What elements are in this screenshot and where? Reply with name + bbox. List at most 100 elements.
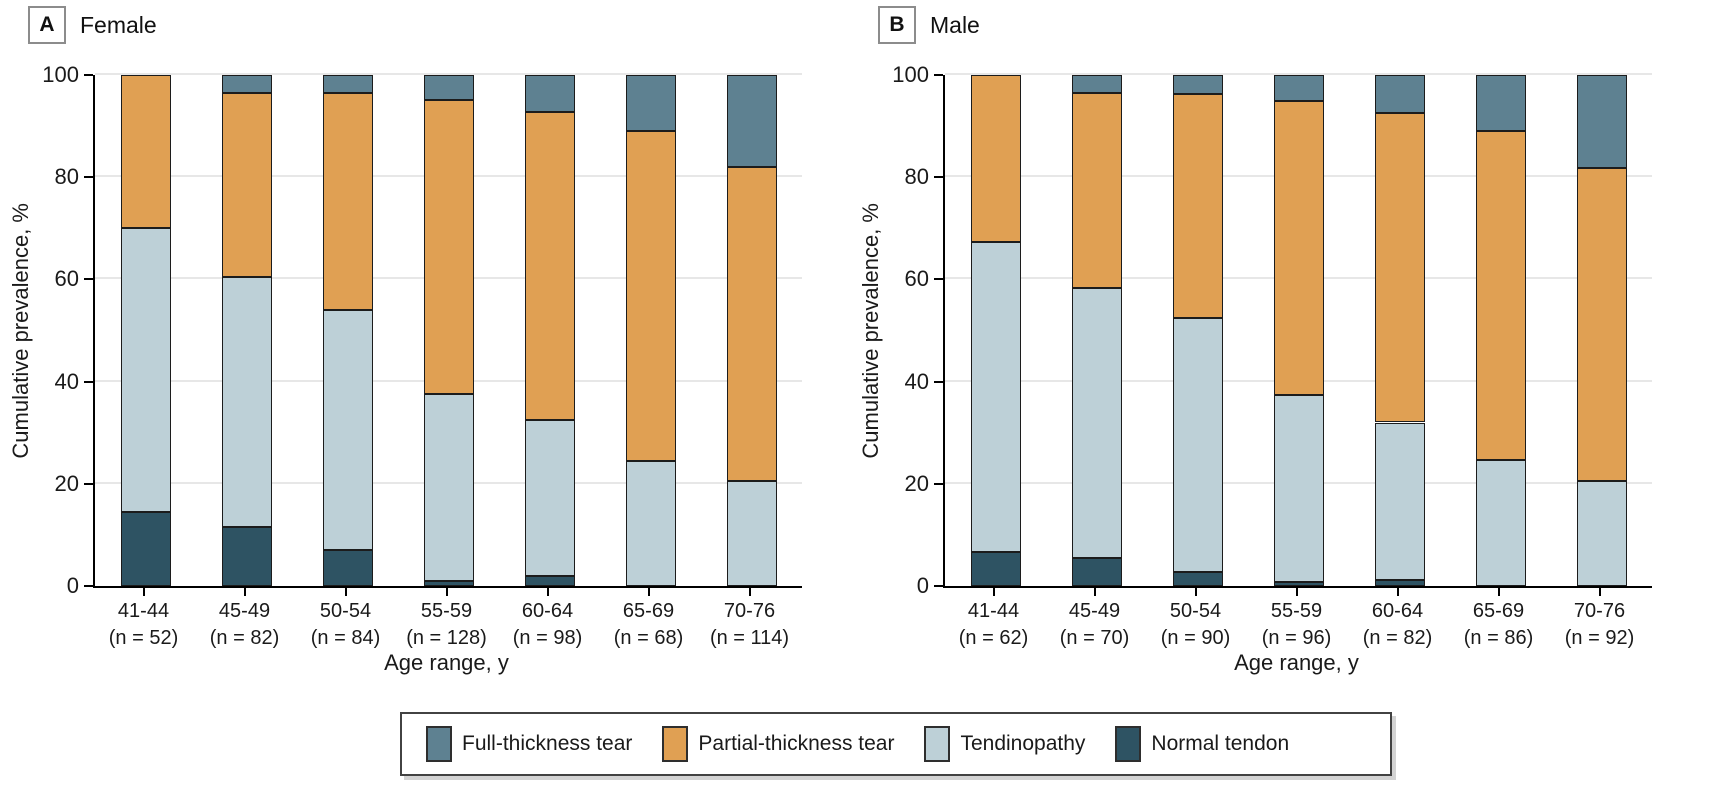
segment-normal-tendon — [1071, 557, 1122, 586]
legend-swatch — [1115, 726, 1142, 762]
stacked-bar-45-49 — [221, 75, 272, 586]
stacked-bar-50-54 — [1172, 75, 1223, 586]
age-range-label: 60-64 — [1371, 600, 1424, 622]
segment-full-thickness-tear — [1071, 75, 1122, 94]
sample-size-label: (n = 82) — [1362, 627, 1433, 649]
age-range-label: 55-59 — [420, 600, 473, 622]
panel-letter: B — [889, 13, 905, 36]
age-range-label: 41-44 — [117, 600, 170, 622]
segment-normal-tendon — [1374, 580, 1425, 586]
age-range-label: 55-59 — [1270, 600, 1323, 622]
x-tick-mark — [1396, 588, 1399, 596]
legend-label: Full-thickness tear — [462, 732, 633, 755]
x-tick-mark — [992, 588, 995, 596]
y-tick-mark — [84, 585, 93, 587]
y-axis-label: Cumulative prevalence, % — [8, 202, 33, 459]
segment-partial-thickness-tear — [322, 92, 373, 311]
sample-size-label: (n = 90) — [1160, 627, 1231, 649]
y-tick-label: 20 — [54, 470, 79, 496]
segment-full-thickness-tear — [726, 75, 777, 167]
stacked-bar-65-69 — [1475, 75, 1526, 586]
segment-normal-tendon — [221, 527, 272, 586]
x-category-label: 65-69 (n = 86) — [1448, 598, 1549, 652]
legend-swatch — [924, 726, 951, 762]
y-tick-mark — [84, 482, 93, 485]
sample-size-label: (n = 96) — [1261, 627, 1332, 649]
y-tick-label: 0 — [66, 573, 79, 598]
y-axis-label: Cumulative prevalence, % — [858, 202, 883, 459]
plot-area-female — [93, 73, 802, 588]
x-tick-mark — [344, 588, 347, 596]
gridline-100 — [945, 73, 1652, 75]
segment-normal-tendon — [322, 550, 373, 586]
panel-male-header: B Male — [878, 6, 980, 44]
age-range-label: 60-64 — [521, 600, 574, 622]
legend-item-partial-thickness-tear: Partial-thickness tear — [662, 726, 894, 762]
sample-size-label: (n = 86) — [1463, 627, 1534, 649]
segment-tendinopathy — [221, 276, 272, 528]
y-axis-label-wrap: Cumulative prevalence, % — [6, 75, 36, 586]
segment-full-thickness-tear — [322, 75, 373, 93]
segment-partial-thickness-tear — [1475, 131, 1526, 460]
segment-full-thickness-tear — [1475, 75, 1526, 132]
age-range-label: 45-49 — [218, 600, 271, 622]
x-tick-mark — [1093, 588, 1096, 596]
y-tick-label: 40 — [54, 368, 79, 394]
y-tick-mark — [934, 278, 943, 281]
segment-tendinopathy — [524, 419, 575, 576]
segment-full-thickness-tear — [1374, 75, 1425, 114]
panel-female: A Female Cumulative prevalence, % Age ra… — [0, 0, 864, 700]
x-tick-mark — [1194, 588, 1197, 596]
x-axis-label: Age range, y — [384, 650, 509, 675]
stacked-bar-55-59 — [1273, 75, 1324, 586]
y-tick-mark — [934, 176, 943, 179]
panel-letter-box: B — [878, 6, 916, 44]
segment-full-thickness-tear — [1172, 75, 1223, 95]
segment-normal-tendon — [1172, 571, 1223, 586]
x-category-label: 55-59 (n = 128) — [396, 598, 497, 652]
y-tick-mark — [84, 74, 93, 76]
segment-partial-thickness-tear — [1273, 100, 1324, 396]
segment-tendinopathy — [970, 242, 1021, 552]
y-tick-label: 80 — [904, 164, 929, 190]
stacked-bar-70-76 — [1576, 75, 1627, 586]
sample-size-label: (n = 114) — [709, 627, 790, 649]
stacked-bar-70-76 — [726, 75, 777, 586]
segment-partial-thickness-tear — [625, 131, 676, 461]
age-range-label: 70-76 — [1573, 600, 1626, 622]
legend-swatch — [426, 726, 452, 762]
y-tick-label: 60 — [54, 266, 79, 292]
x-category-label: 41-44 (n = 52) — [93, 598, 194, 652]
stacked-bar-50-54 — [322, 75, 373, 586]
segment-partial-thickness-tear — [524, 112, 575, 420]
legend-swatch — [662, 726, 689, 762]
age-range-label: 50-54 — [319, 600, 372, 622]
x-category-label: 70-76 (n = 114) — [699, 598, 800, 652]
segment-partial-thickness-tear — [423, 99, 474, 395]
segment-normal-tendon — [970, 551, 1021, 586]
y-tick-mark — [84, 380, 93, 383]
age-range-label: 70-76 — [723, 600, 776, 622]
x-category-label: 50-54 (n = 90) — [1145, 598, 1246, 652]
stacked-bar-41-44 — [120, 75, 171, 586]
sample-size-label: (n = 98) — [512, 627, 583, 649]
panel-letter: A — [39, 13, 55, 36]
y-tick-label: 40 — [904, 368, 929, 394]
segment-tendinopathy — [1273, 395, 1324, 583]
panel-male: B Male Cumulative prevalence, % Age rang… — [850, 0, 1714, 700]
legend-label: Normal tendon — [1151, 732, 1290, 755]
segment-full-thickness-tear — [524, 75, 575, 113]
y-tick-mark — [934, 74, 943, 76]
age-range-label: 41-44 — [967, 600, 1020, 622]
sample-size-label: (n = 92) — [1564, 627, 1635, 649]
segment-full-thickness-tear — [423, 75, 474, 100]
x-category-label: 60-64 (n = 82) — [1347, 598, 1448, 652]
chart-legend: Full-thickness tear Partial-thickness tea… — [400, 712, 1392, 776]
age-range-label: 65-69 — [622, 600, 675, 622]
y-tick-label: 80 — [54, 164, 79, 190]
legend-label: Partial-thickness tear — [698, 732, 895, 755]
y-tick-mark — [934, 482, 943, 485]
legend-label: Tendinopathy — [960, 732, 1086, 755]
stacked-bar-41-44 — [970, 75, 1021, 586]
